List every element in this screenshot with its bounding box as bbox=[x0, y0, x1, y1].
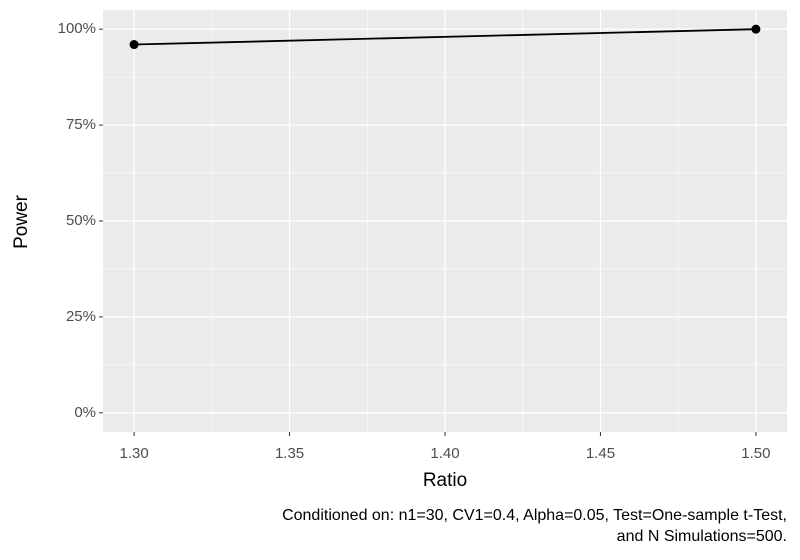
x-axis-title: Ratio bbox=[423, 470, 467, 491]
y-tick-label: 50% bbox=[66, 212, 96, 229]
y-tick-label: 25% bbox=[66, 308, 96, 325]
caption: Conditioned on: n1=30, CV1=0.4, Alpha=0.… bbox=[282, 507, 787, 524]
point bbox=[751, 24, 761, 34]
y-axis-title: Power bbox=[11, 194, 32, 249]
x-tick-label: 1.40 bbox=[430, 445, 459, 462]
point bbox=[129, 40, 139, 50]
x-tick-label: 1.45 bbox=[586, 445, 615, 462]
y-tick-label: 100% bbox=[58, 20, 96, 37]
x-tick-label: 1.50 bbox=[741, 445, 770, 462]
x-tick-label: 1.30 bbox=[119, 445, 148, 462]
y-tick-label: 0% bbox=[74, 404, 96, 421]
y-tick-label: 75% bbox=[66, 116, 96, 133]
x-tick-label: 1.35 bbox=[275, 445, 304, 462]
caption: and N Simulations=500. bbox=[617, 528, 787, 545]
line bbox=[134, 28, 756, 46]
